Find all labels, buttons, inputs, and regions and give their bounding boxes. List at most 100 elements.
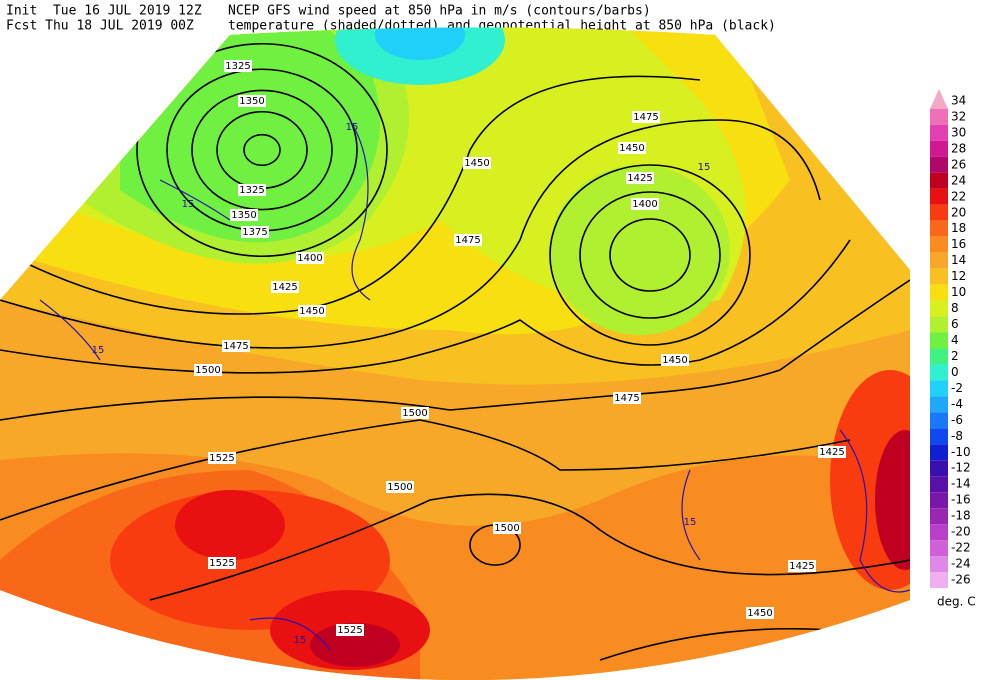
colorbar-box bbox=[930, 380, 948, 397]
height-label: 1500 bbox=[494, 523, 519, 534]
height-label: 1450 bbox=[299, 306, 324, 317]
wind-contour bbox=[681, 469, 701, 561]
height-label: 1325 bbox=[225, 61, 250, 72]
colorbar-label: 20 bbox=[951, 205, 966, 219]
colorbar-label: 24 bbox=[951, 173, 966, 187]
height-contour bbox=[0, 239, 851, 374]
colorbar-label: -12 bbox=[951, 461, 971, 475]
height-label-bg bbox=[661, 354, 689, 366]
height-label: 1400 bbox=[632, 199, 657, 210]
colorbar-label: -22 bbox=[951, 541, 971, 555]
height-label: 1450 bbox=[662, 355, 687, 366]
height-label: 1325 bbox=[239, 185, 264, 196]
height-label-bg bbox=[241, 226, 269, 238]
height-contour bbox=[579, 191, 721, 319]
wind-label: 15 bbox=[92, 345, 105, 356]
colorbar-label: 30 bbox=[951, 125, 966, 139]
height-contour bbox=[0, 279, 910, 421]
height-contour bbox=[469, 524, 521, 566]
height-label: 1525 bbox=[337, 625, 362, 636]
height-label: 1425 bbox=[627, 173, 652, 184]
height-contour bbox=[609, 218, 691, 292]
colorbar-label: 6 bbox=[951, 317, 959, 331]
wind-label: 15 bbox=[294, 635, 307, 646]
height-label-bg bbox=[618, 142, 646, 154]
height-label-bg bbox=[238, 184, 266, 196]
colorbar-box bbox=[930, 540, 948, 557]
colorbar-box bbox=[930, 348, 948, 365]
colorbar-label: 14 bbox=[951, 253, 966, 267]
temperature-shading bbox=[175, 490, 285, 560]
height-label-bg bbox=[208, 557, 236, 569]
colorbar-box bbox=[930, 108, 948, 125]
wind-label: 15 bbox=[182, 199, 195, 210]
colorbar-box bbox=[930, 556, 948, 573]
colorbar-label: -4 bbox=[951, 397, 963, 411]
height-label-bg bbox=[631, 198, 659, 210]
height-label: 1475 bbox=[614, 393, 639, 404]
height-label-bg bbox=[194, 364, 222, 376]
height-label: 1450 bbox=[747, 608, 772, 619]
colorbar-box bbox=[930, 316, 948, 333]
height-contour bbox=[191, 89, 333, 211]
wind-contour bbox=[39, 299, 101, 361]
colorbar-box bbox=[930, 220, 948, 237]
height-label-bg bbox=[454, 234, 482, 246]
height-label-bg bbox=[788, 560, 816, 572]
colorbar-box bbox=[930, 444, 948, 461]
height-label: 1350 bbox=[231, 210, 256, 221]
height-label-bg bbox=[386, 481, 414, 493]
colorbar-box bbox=[930, 460, 948, 477]
colorbar-cap bbox=[930, 89, 948, 109]
colorbar-box bbox=[930, 572, 948, 588]
height-label: 1425 bbox=[789, 561, 814, 572]
height-label-bg bbox=[230, 209, 258, 221]
colorbar: 3432302826242220181614121086420-2-4-6-8-… bbox=[930, 89, 971, 588]
colorbar-box bbox=[930, 188, 948, 205]
height-label: 1400 bbox=[297, 253, 322, 264]
temperature-shading bbox=[875, 430, 910, 570]
colorbar-label: 12 bbox=[951, 269, 966, 283]
temperature-shading bbox=[310, 623, 400, 667]
colorbar-label: 22 bbox=[951, 189, 966, 203]
height-label-bg bbox=[222, 340, 250, 352]
wind-contour bbox=[249, 617, 331, 651]
colorbar-label: -18 bbox=[951, 509, 971, 523]
colorbar-label: 26 bbox=[951, 157, 966, 171]
wind-label: 15 bbox=[684, 517, 697, 528]
height-label-bg bbox=[298, 305, 326, 317]
colorbar-label: 10 bbox=[951, 285, 966, 299]
height-label-bg bbox=[224, 60, 252, 72]
height-label-bg bbox=[493, 522, 521, 534]
height-label-bg bbox=[238, 95, 266, 107]
colorbar-box bbox=[930, 140, 948, 157]
height-label-bg bbox=[613, 392, 641, 404]
colorbar-label: -26 bbox=[951, 573, 971, 587]
temperature-shading bbox=[375, 27, 465, 60]
colorbar-label: 8 bbox=[951, 301, 959, 315]
wind-contour bbox=[839, 429, 910, 593]
height-label-bg bbox=[746, 607, 774, 619]
colorbar-label: 18 bbox=[951, 221, 966, 235]
height-label: 1500 bbox=[387, 482, 412, 493]
height-label-bg bbox=[632, 111, 660, 123]
height-label: 1350 bbox=[239, 96, 264, 107]
height-label: 1375 bbox=[242, 227, 267, 238]
colorbar-box bbox=[930, 300, 948, 317]
height-contour bbox=[243, 133, 281, 167]
colorbar-label: 28 bbox=[951, 141, 966, 155]
colorbar-label: 4 bbox=[951, 333, 959, 347]
height-contour bbox=[549, 164, 751, 346]
height-contour bbox=[0, 119, 821, 349]
height-label-bg bbox=[271, 281, 299, 293]
forecast-time: Fcst Thu 18 JUL 2019 00Z bbox=[6, 19, 194, 34]
height-label: 1475 bbox=[455, 235, 480, 246]
colorbar-label: -8 bbox=[951, 429, 963, 443]
colorbar-box bbox=[930, 332, 948, 349]
colorbar-box bbox=[930, 252, 948, 269]
colorbar-box bbox=[930, 124, 948, 141]
temperature-shading bbox=[550, 165, 730, 335]
colorbar-label: -24 bbox=[951, 557, 971, 571]
height-label: 1425 bbox=[819, 447, 844, 458]
height-contour bbox=[0, 419, 851, 521]
